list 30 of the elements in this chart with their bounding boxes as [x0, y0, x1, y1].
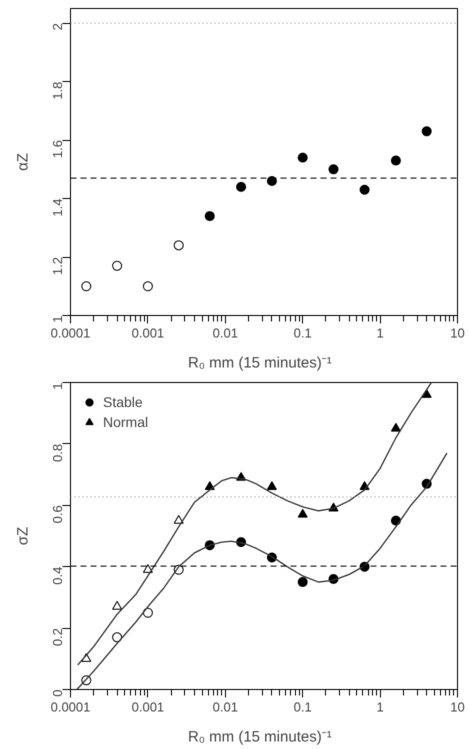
y-tick-label: 0.2 — [50, 628, 65, 646]
x-tick-label: 0.001 — [132, 700, 164, 714]
y-tick-label: 1.6 — [50, 140, 65, 158]
legend-label: Normal — [103, 414, 148, 430]
y-tick-label: 0.6 — [50, 505, 65, 524]
x-tick-label: 0.1 — [294, 326, 312, 340]
y-tick-label: 0.4 — [50, 566, 65, 585]
y-tick-label: 0.8 — [50, 444, 65, 462]
y-axis-title: σZ — [14, 526, 32, 546]
y-axis-title: αZ — [14, 153, 32, 171]
x-tick-label: 0.0001 — [50, 700, 90, 714]
x-axis-title: R₀ mm (15 minutes)⁻¹ — [188, 728, 332, 746]
x-tick-label: 1 — [376, 700, 384, 714]
y-tick-label: 1.8 — [50, 82, 65, 100]
x-axis-title: R₀ mm (15 minutes)⁻¹ — [188, 354, 332, 372]
y-tick-label: 0 — [50, 689, 65, 697]
x-tick-label: 0.01 — [212, 700, 238, 714]
x-tick-label: 0.01 — [212, 326, 238, 340]
legend-label: Stable — [103, 394, 143, 410]
x-tick-label: 1 — [376, 326, 384, 340]
y-tick-label: 1 — [50, 382, 65, 390]
x-tick-label: 0.0001 — [50, 326, 90, 340]
y-tick-label: 1.2 — [50, 257, 65, 276]
x-tick-label: 10 — [450, 326, 465, 340]
y-tick-label: 1.4 — [50, 198, 65, 217]
x-tick-label: 10 — [450, 700, 465, 714]
y-tick-label: 2 — [50, 23, 65, 30]
y-tick-label: 1 — [50, 315, 65, 323]
x-tick-label: 0.001 — [132, 326, 164, 340]
x-tick-label: 0.1 — [294, 700, 312, 714]
